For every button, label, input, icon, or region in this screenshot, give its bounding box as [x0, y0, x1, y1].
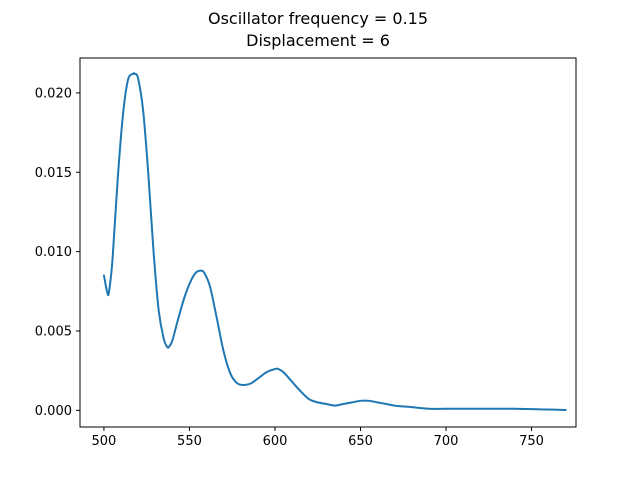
x-tick-label: 650 [348, 434, 373, 449]
chart-title: Oscillator frequency = 0.15 [208, 9, 428, 28]
x-tick-label: 750 [519, 434, 544, 449]
y-tick-label: 0.005 [35, 324, 72, 339]
y-tick-label: 0.020 [35, 86, 72, 101]
series-line [102, 72, 567, 412]
x-tick-label: 600 [263, 434, 288, 449]
chart-subtitle: Displacement = 6 [246, 31, 390, 50]
y-tick-label: 0.010 [35, 245, 72, 260]
x-axis: 500 550 600 650 700 750 [92, 427, 544, 449]
y-tick-label: 0.015 [35, 166, 72, 181]
x-tick-label: 550 [177, 434, 202, 449]
plot-area [79, 57, 577, 428]
x-tick-label: 700 [434, 434, 459, 449]
series-layer [102, 72, 567, 412]
x-tick-label: 500 [92, 434, 117, 449]
y-tick-label: 0.000 [35, 404, 72, 419]
y-axis: 0.000 0.005 0.010 0.015 0.020 [35, 86, 80, 419]
